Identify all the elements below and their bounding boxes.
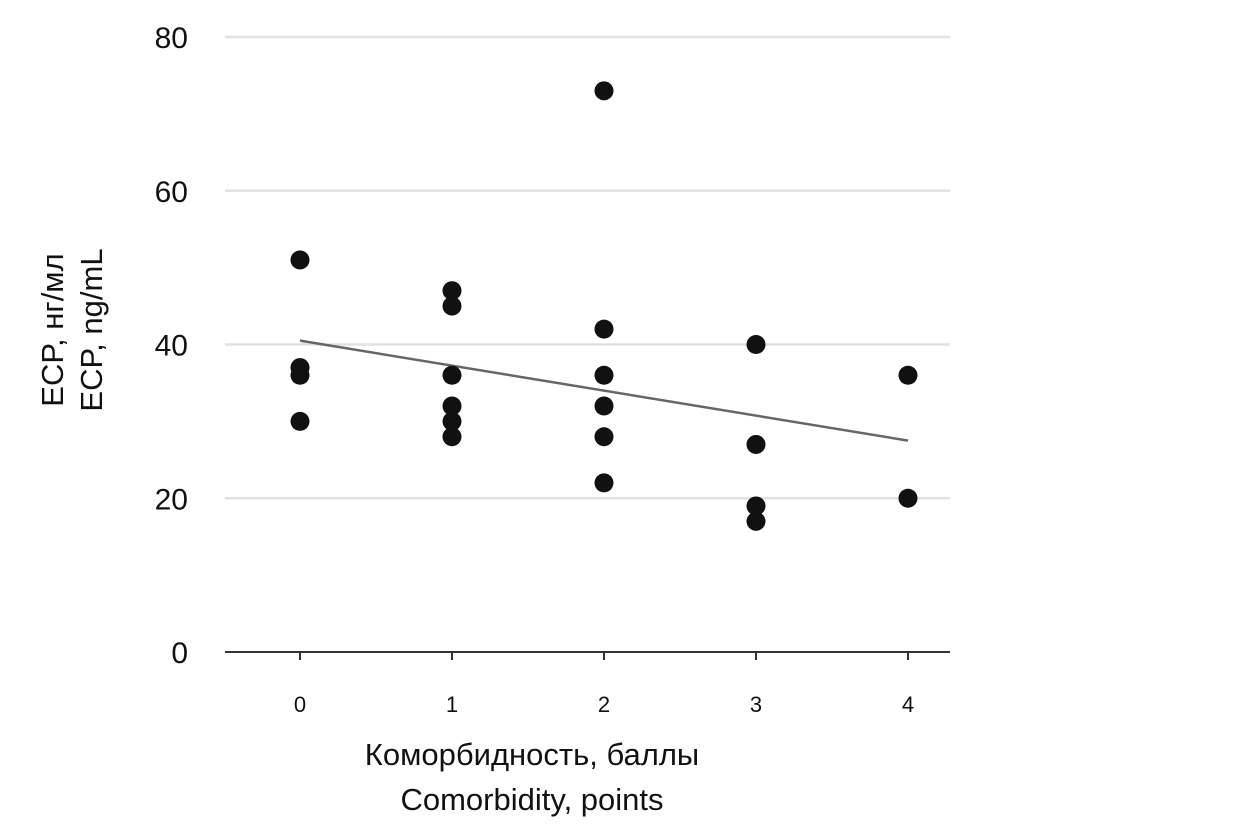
data-point [594, 81, 614, 101]
data-point [746, 434, 766, 454]
x-tick-label-0: 0 [294, 692, 306, 717]
x-axis-title-en: Comorbidity, points [400, 782, 663, 817]
y-tick-label-80: 80 [155, 22, 188, 55]
data-point [442, 427, 462, 447]
y-axis-title-ru: ECP, нг/мл [35, 253, 70, 406]
data-point [290, 411, 310, 431]
y-tick-label-0: 0 [171, 637, 188, 670]
y-axis-title-en: ECP, ng/mL [74, 248, 109, 411]
data-point [746, 496, 766, 516]
data-point [594, 365, 614, 385]
y-tick-label-40: 40 [155, 330, 188, 363]
y-tick-label-60: 60 [155, 176, 188, 209]
x-axis-ticks: 0 1 2 3 4 [294, 652, 914, 717]
data-point [442, 365, 462, 385]
data-point [746, 511, 766, 531]
x-tick-label-1: 1 [446, 692, 458, 717]
data-point [442, 396, 462, 416]
data-point [898, 488, 918, 508]
data-point [594, 396, 614, 416]
data-point [594, 319, 614, 339]
data-point [442, 296, 462, 316]
data-point [442, 281, 462, 301]
y-tick-label-20: 20 [155, 483, 188, 516]
data-point [290, 365, 310, 385]
data-point [594, 427, 614, 447]
x-tick-label-2: 2 [598, 692, 610, 717]
data-point [290, 250, 310, 270]
x-axis-title-ru: Коморбидность, баллы [365, 737, 699, 772]
gridlines [225, 35, 950, 500]
data-point [746, 335, 766, 354]
data-point [442, 411, 462, 431]
trend-line [299, 339, 909, 442]
data-point [898, 365, 918, 385]
y-axis-ticks: 0 20 40 60 80 [155, 22, 188, 670]
data-points [290, 81, 918, 531]
x-tick-label-3: 3 [750, 692, 762, 717]
x-tick-label-4: 4 [902, 692, 914, 717]
data-point [594, 473, 614, 493]
